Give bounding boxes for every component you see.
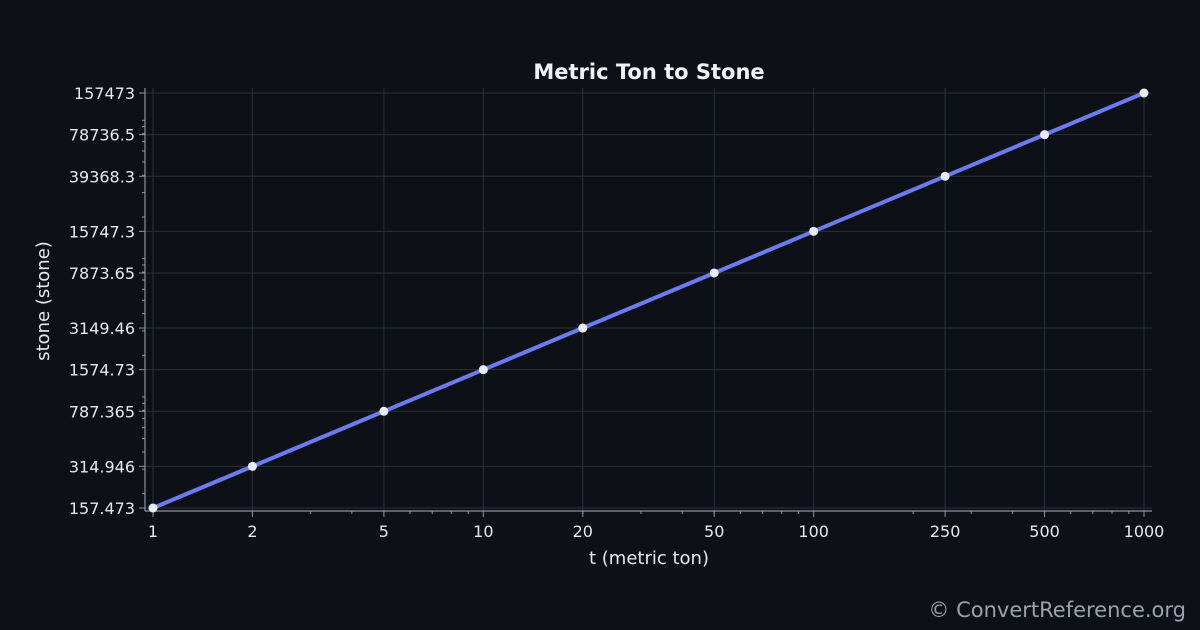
x-axis-label: t (metric ton) (589, 548, 709, 569)
y-tick-label: 157473 (74, 84, 135, 103)
y-axis-label: stone (stone) (33, 241, 54, 361)
x-axis-ticks: 1 2 5 10 20 50 100 250 500 1000 (148, 511, 1164, 541)
x-tick-label: 250 (930, 522, 961, 541)
x-tick-label: 20 (573, 522, 593, 541)
y-tick-label: 78736.5 (69, 126, 135, 145)
y-tick-label: 39368.3 (69, 167, 135, 186)
data-point (809, 226, 819, 236)
data-point (148, 503, 158, 513)
watermark: © ConvertReference.org (928, 598, 1186, 622)
y-tick-label: 787.365 (69, 402, 135, 421)
series-line (151, 91, 1146, 510)
grid (145, 88, 1152, 511)
y-tick-label: 157.473 (69, 499, 135, 518)
x-tick-label: 500 (1029, 522, 1060, 541)
data-point (940, 171, 950, 181)
x-tick-label: 50 (704, 522, 724, 541)
data-point (1139, 88, 1149, 98)
data-point (478, 365, 488, 375)
y-axis-ticks: 157.473 314.946 787.365 1574.73 3149.46 7873.… (69, 84, 145, 518)
y-tick-label: 1574.73 (69, 361, 135, 380)
data-point (709, 268, 719, 278)
x-tick-label: 5 (379, 522, 389, 541)
x-tick-label: 1 (148, 522, 158, 541)
series-path (151, 91, 1146, 510)
y-tick-label: 15747.3 (69, 222, 135, 241)
x-tick-label: 1000 (1124, 522, 1165, 541)
x-tick-label: 100 (798, 522, 829, 541)
axes (144, 88, 1152, 512)
data-point (578, 323, 588, 333)
y-tick-label: 314.946 (69, 457, 135, 476)
data-point (379, 406, 389, 416)
data-point (1040, 130, 1050, 140)
chart-title: Metric Ton to Stone (533, 60, 764, 84)
y-tick-label: 3149.46 (69, 319, 135, 338)
data-point (247, 461, 257, 471)
y-tick-label: 7873.65 (69, 264, 135, 283)
minor-ticks (142, 119, 1130, 514)
x-tick-label: 2 (247, 522, 257, 541)
x-tick-label: 10 (473, 522, 493, 541)
series-points (148, 88, 1149, 513)
